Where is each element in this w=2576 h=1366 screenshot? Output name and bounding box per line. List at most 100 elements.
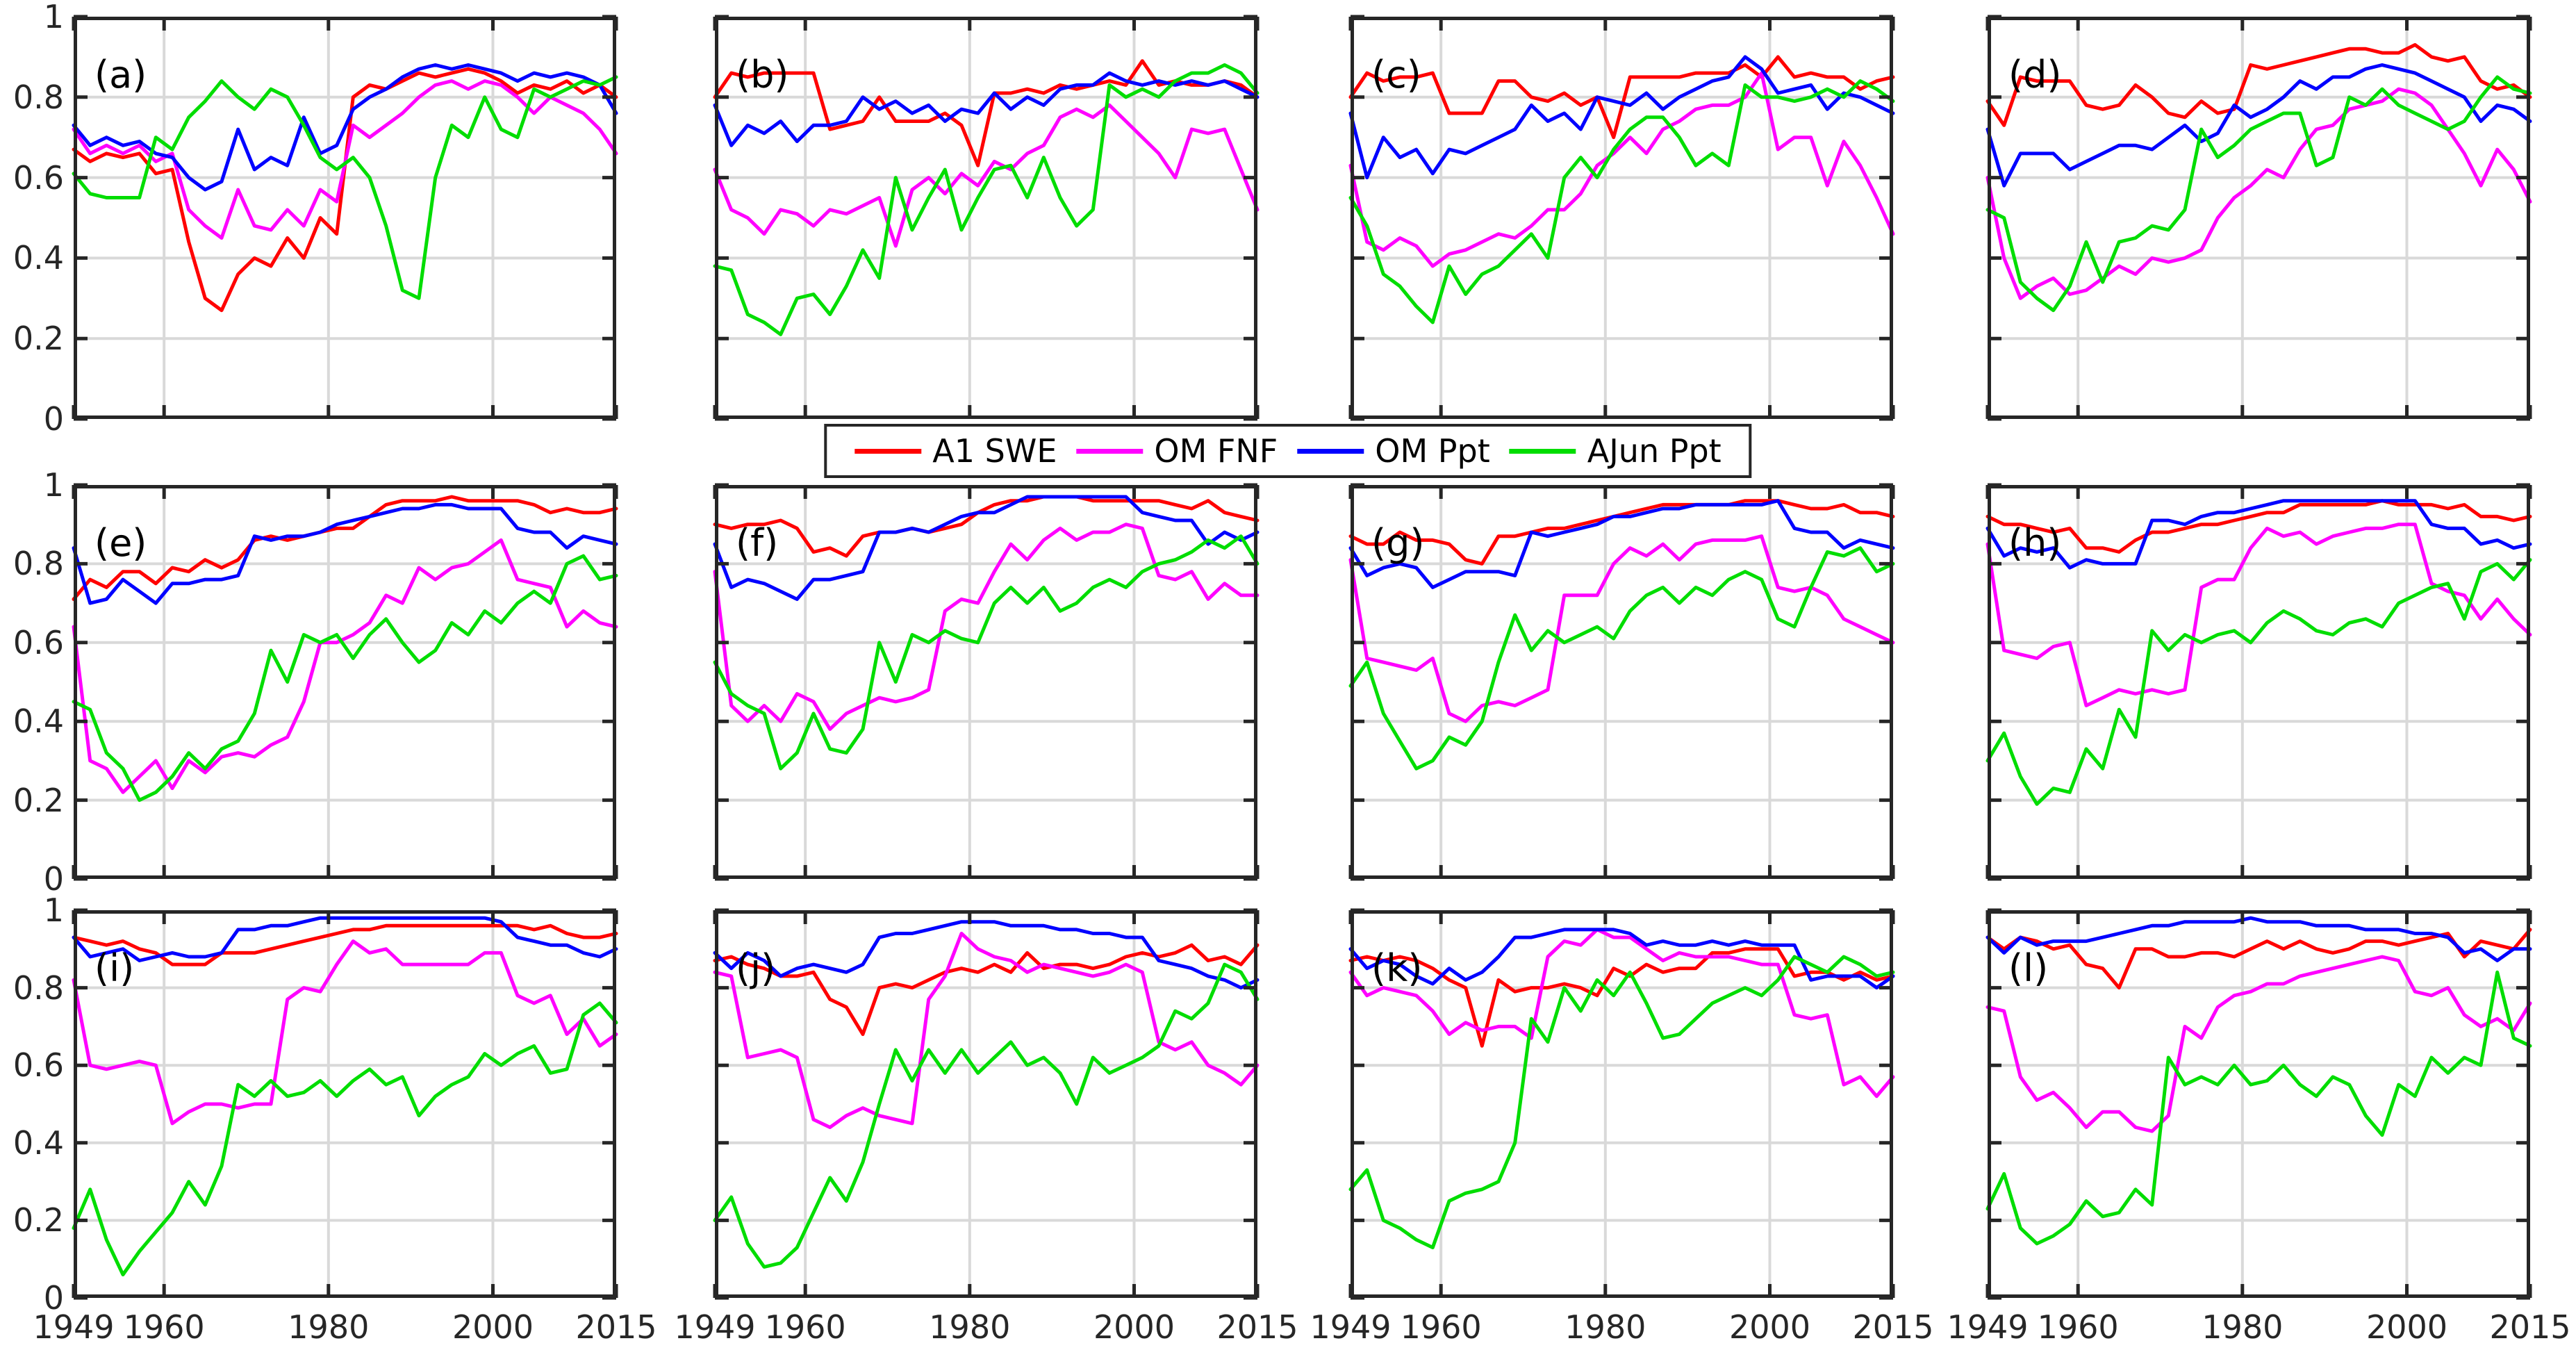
- panel-l: (l): [1985, 908, 2532, 1300]
- x-axis-tick-label: 1980: [288, 1308, 370, 1346]
- series-line-om-fnf: [72, 939, 618, 1126]
- panel-i: (i): [72, 908, 618, 1300]
- series-line-ajun-ppt: [72, 1001, 618, 1276]
- panel-c: (c): [1348, 15, 1895, 421]
- series-line-om-ppt: [1348, 499, 1895, 589]
- series-line-om-ppt: [1348, 55, 1895, 180]
- series-line-om-ppt: [1985, 499, 2532, 570]
- y-axis-tick-label: 0.8: [13, 969, 64, 1007]
- series-line-om-ppt: [713, 920, 1260, 990]
- legend-label: A1 SWE: [932, 432, 1057, 470]
- panel-h: (h): [1985, 483, 2532, 881]
- legend-item-a1-swe: A1 SWE: [854, 432, 1057, 470]
- legend-item-ajun-ppt: AJun Ppt: [1509, 432, 1722, 470]
- series-line-om-ppt: [72, 63, 618, 192]
- y-axis-tick-label: 0.4: [13, 239, 64, 277]
- series-line-ajun-ppt: [1348, 955, 1895, 1249]
- x-axis-tick-label: 2000: [2366, 1308, 2448, 1346]
- x-axis-tick-label: 2000: [1728, 1308, 1811, 1346]
- panel-f: (f): [713, 483, 1260, 881]
- series-line-om-ppt: [1985, 916, 2532, 962]
- panel-label: (c): [1371, 53, 1421, 97]
- series-line-om-fnf: [1348, 928, 1895, 1098]
- panel-label: (g): [1371, 521, 1424, 565]
- series-line-om-fnf: [1985, 87, 2532, 300]
- y-axis-tick-label: 1: [43, 466, 64, 504]
- series-line-ajun-ppt: [72, 75, 618, 300]
- legend-label: OM FNF: [1154, 432, 1278, 470]
- y-axis-tick-label: 0: [43, 1279, 64, 1317]
- series-line-om-ppt: [72, 916, 618, 962]
- x-axis-tick-label: 1949: [674, 1308, 756, 1346]
- y-axis-tick-label: 0.8: [13, 78, 64, 116]
- panel-label: (k): [1371, 946, 1422, 990]
- series-line-a1-swe: [1985, 43, 2532, 127]
- axes-border: [1351, 485, 1893, 879]
- y-axis-tick-label: 0.4: [13, 702, 64, 741]
- x-axis-tick-label: 2015: [1216, 1308, 1298, 1346]
- series-line-om-ppt: [713, 71, 1260, 147]
- x-axis-tick-label: 2015: [575, 1308, 657, 1346]
- y-axis-tick-label: 1: [43, 891, 64, 929]
- series-line-om-fnf: [1985, 955, 2532, 1133]
- x-axis-tick-label: 2015: [1852, 1308, 1934, 1346]
- series-line-a1-swe: [72, 67, 618, 313]
- series-line-om-fnf: [713, 522, 1260, 731]
- series-line-a1-swe: [72, 495, 618, 601]
- x-axis-tick-label: 1949: [1310, 1308, 1392, 1346]
- series-line-ajun-ppt: [72, 554, 618, 803]
- x-axis-tick-label: 1960: [2037, 1308, 2119, 1346]
- panel-label: (e): [94, 521, 147, 565]
- legend-label: AJun Ppt: [1587, 432, 1722, 470]
- series-line-ajun-ppt: [1985, 558, 2532, 806]
- x-axis-tick-label: 1949: [1947, 1308, 2029, 1346]
- y-axis-tick-label: 0.6: [13, 1046, 64, 1085]
- x-axis-tick-label: 1980: [929, 1308, 1011, 1346]
- legend-line-swatch-magenta: [1076, 448, 1143, 454]
- series-line-om-ppt: [713, 495, 1260, 601]
- panel-label: (a): [94, 53, 147, 97]
- axes-border: [1351, 910, 1893, 1298]
- x-axis-tick-label: 1980: [1564, 1308, 1646, 1346]
- panel-label: (l): [2008, 946, 2048, 990]
- legend-line-swatch-blue: [1297, 448, 1364, 454]
- axes-border: [715, 910, 1257, 1298]
- series-line-om-ppt: [1985, 63, 2532, 188]
- series-line-om-ppt: [72, 502, 618, 605]
- panel-e: (e): [72, 483, 618, 881]
- series-line-a1-swe: [1348, 55, 1895, 140]
- y-axis-tick-label: 0.4: [13, 1124, 64, 1162]
- y-axis-tick-label: 0.6: [13, 158, 64, 197]
- y-axis-tick-label: 0.2: [13, 1201, 64, 1240]
- series-line-om-fnf: [713, 103, 1260, 248]
- series-line-om-fnf: [713, 932, 1260, 1129]
- axes-border: [1351, 17, 1893, 419]
- legend-item-om-fnf: OM FNF: [1076, 432, 1278, 470]
- panel-label: (i): [94, 946, 134, 990]
- x-axis-tick-label: 1960: [1400, 1308, 1482, 1346]
- series-line-a1-swe: [713, 59, 1260, 167]
- series-line-a1-swe: [713, 943, 1260, 1037]
- panel-label: (h): [2008, 521, 2061, 565]
- legend-line-swatch-red: [854, 448, 922, 454]
- series-line-ajun-ppt: [713, 962, 1260, 1269]
- panel-g: (g): [1348, 483, 1895, 881]
- panel-label: (j): [736, 946, 775, 990]
- panel-j: (j): [713, 908, 1260, 1300]
- axes-border: [1988, 910, 2530, 1298]
- x-axis-tick-label: 1960: [123, 1308, 205, 1346]
- x-axis-tick-label: 2000: [1093, 1308, 1175, 1346]
- panel-label: (f): [736, 521, 778, 565]
- legend-label: OM Ppt: [1375, 432, 1490, 470]
- y-axis-tick-label: 1: [43, 0, 64, 35]
- panel-a: (a): [72, 15, 618, 421]
- y-axis-tick-label: 0.8: [13, 545, 64, 583]
- x-axis-tick-label: 1960: [764, 1308, 846, 1346]
- legend: A1 SWE OM FNF OM Ppt AJun Ppt: [824, 424, 1752, 478]
- axes-border: [1988, 17, 2530, 419]
- series-line-ajun-ppt: [713, 63, 1260, 336]
- series-line-a1-swe: [713, 495, 1260, 558]
- series-line-ajun-ppt: [1985, 75, 2532, 313]
- series-line-a1-swe: [72, 923, 618, 966]
- y-axis-tick-label: 0.2: [13, 781, 64, 819]
